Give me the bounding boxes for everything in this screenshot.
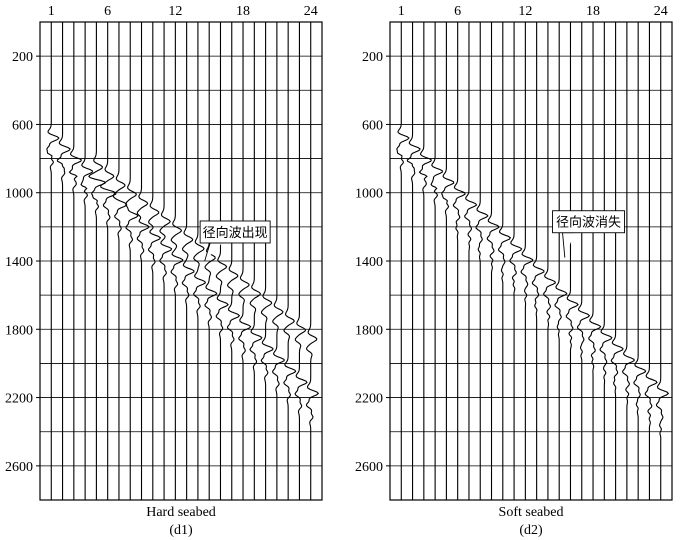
- trace-17: [576, 22, 591, 500]
- x-tick-label: 24: [654, 4, 668, 19]
- trace-12: [520, 22, 534, 500]
- trace-21: [621, 22, 635, 500]
- trace-7: [464, 22, 478, 500]
- trace-18: [588, 22, 602, 500]
- trace-4: [80, 22, 94, 500]
- trace-20: [260, 22, 274, 500]
- trace-11: [159, 22, 173, 500]
- panel-soft-seabed: 1 6 12 18 24 200 600 1000 1400 1800 2200 2600 径向波消失 S…: [355, 4, 673, 538]
- trace-12: [170, 22, 184, 500]
- trace-6: [452, 22, 466, 500]
- trace-16: [215, 22, 229, 500]
- trace-6: [100, 22, 117, 500]
- trace-18: [238, 22, 252, 500]
- panel-hard-seabed: 1 6 12 18 24 200 600 1000 1400 1800 2200 2600 径向波出现 H…: [5, 4, 323, 538]
- trace-15: [204, 22, 218, 500]
- annotation-pointer: [562, 232, 575, 258]
- x-tick-label: 24: [304, 4, 318, 19]
- trace-1: [46, 22, 60, 500]
- trace-20: [610, 22, 624, 500]
- trace-23: [294, 22, 308, 500]
- y-tick-label: 1400: [355, 255, 383, 270]
- x-tick-label: 6: [104, 4, 111, 19]
- y-tick-label: 2600: [5, 460, 33, 475]
- trace-24: [655, 22, 670, 500]
- trace-13: [531, 22, 545, 500]
- trace-9: [486, 22, 500, 500]
- trace-11: [509, 22, 523, 500]
- y-tick-label: 2200: [5, 392, 33, 407]
- trace-2: [56, 22, 71, 500]
- x-tick-label: 18: [236, 4, 250, 19]
- y-tick-label: 1800: [355, 323, 383, 338]
- annotation-text: 径向波消失: [556, 215, 621, 231]
- annotation-box: [199, 220, 271, 244]
- trace-19: [249, 22, 263, 500]
- trace-14: [192, 22, 206, 500]
- y-tick-label: 1000: [5, 187, 33, 202]
- trace-2: [406, 22, 421, 500]
- y-tick-label: 2200: [355, 392, 383, 407]
- trace-21: [271, 22, 285, 500]
- x-tick-label: 12: [168, 4, 182, 19]
- panel-caption: Hard seabed: [146, 505, 216, 520]
- x-tick-label: 18: [586, 4, 600, 19]
- y-tick-label: 600: [362, 118, 383, 133]
- annotation-pointer: [204, 242, 223, 262]
- annotation-text: 径向波出现: [203, 225, 268, 241]
- annotation-box: [552, 210, 625, 234]
- trace-3: [68, 22, 83, 500]
- x-tick-label: 6: [454, 4, 461, 19]
- y-tick-label: 200: [12, 50, 33, 65]
- y-tick-label: 600: [12, 118, 33, 133]
- trace-10: [147, 22, 162, 500]
- trace-8: [125, 22, 139, 500]
- trace-7: [112, 22, 128, 500]
- x-tick-label: 1: [48, 4, 55, 19]
- y-tick-label: 1000: [355, 187, 383, 202]
- trace-8: [475, 22, 489, 500]
- trace-15: [554, 22, 568, 500]
- trace-5: [88, 22, 106, 500]
- trace-10: [497, 22, 512, 500]
- trace-13: [181, 22, 195, 500]
- panel-label: (d2): [519, 523, 543, 538]
- trace-24: [305, 22, 320, 500]
- trace-22: [283, 22, 297, 500]
- trace-19: [599, 22, 613, 500]
- trace-14: [542, 22, 556, 500]
- y-tick-label: 2600: [355, 460, 383, 475]
- trace-22: [633, 22, 647, 500]
- trace-1: [396, 22, 410, 500]
- y-tick-label: 1400: [5, 255, 33, 270]
- y-tick-label: 1800: [5, 323, 33, 338]
- trace-4: [430, 22, 444, 500]
- trace-23: [644, 22, 658, 500]
- trace-16: [565, 22, 579, 500]
- trace-3: [418, 22, 433, 500]
- x-tick-label: 12: [518, 4, 532, 19]
- y-tick-label: 200: [362, 50, 383, 65]
- panel-caption: Soft seabed: [499, 505, 564, 520]
- trace-9: [136, 22, 150, 500]
- trace-5: [441, 22, 455, 500]
- trace-17: [226, 22, 241, 500]
- panel-label: (d1): [169, 523, 193, 538]
- x-tick-label: 1: [398, 4, 405, 19]
